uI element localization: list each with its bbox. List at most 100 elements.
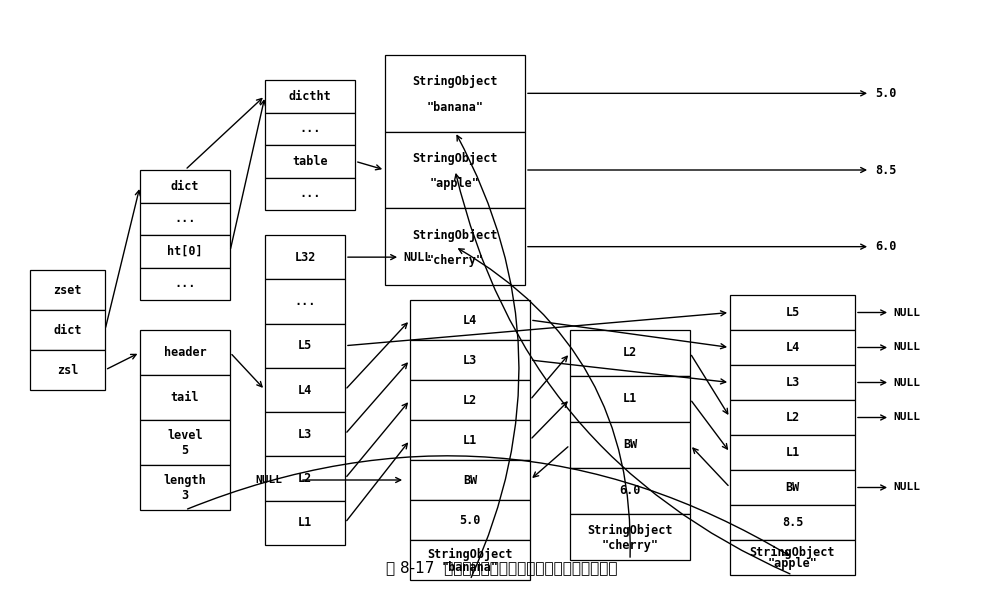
- Bar: [570, 376, 689, 422]
- Text: L1: L1: [622, 393, 637, 405]
- Bar: [409, 500, 530, 540]
- Text: zset: zset: [53, 284, 81, 296]
- Bar: [139, 203, 230, 235]
- Text: NULL: NULL: [892, 308, 919, 318]
- Bar: [729, 470, 855, 505]
- Bar: [265, 113, 355, 145]
- Text: dict: dict: [53, 324, 81, 337]
- Text: ...: ...: [299, 187, 320, 200]
- Text: StringObject: StringObject: [427, 548, 513, 561]
- Bar: [139, 375, 230, 420]
- Bar: [570, 330, 689, 376]
- Bar: [570, 514, 689, 560]
- Text: StringObject: StringObject: [587, 523, 672, 536]
- Bar: [139, 235, 230, 268]
- Text: L2: L2: [784, 411, 798, 424]
- Text: ...: ...: [294, 295, 315, 308]
- Bar: [139, 268, 230, 300]
- Text: 6.0: 6.0: [619, 485, 640, 498]
- Text: ht[0]: ht[0]: [168, 245, 203, 257]
- Text: L4: L4: [784, 341, 798, 354]
- Text: ...: ...: [299, 122, 320, 135]
- Bar: [265, 412, 345, 457]
- Bar: [409, 540, 530, 580]
- Bar: [265, 368, 345, 412]
- Text: NULL: NULL: [892, 412, 919, 423]
- Text: L4: L4: [298, 383, 312, 396]
- Text: NULL: NULL: [892, 377, 919, 387]
- Bar: [265, 280, 345, 324]
- Text: "cherry": "cherry": [426, 254, 483, 267]
- Text: "cherry": "cherry": [601, 539, 658, 552]
- Bar: [139, 170, 230, 203]
- Bar: [729, 365, 855, 400]
- Bar: [265, 178, 355, 210]
- Text: L5: L5: [298, 339, 312, 352]
- Text: "banana": "banana": [441, 561, 498, 574]
- Text: "apple": "apple": [767, 557, 816, 570]
- Text: L2: L2: [298, 472, 312, 485]
- Bar: [265, 457, 345, 501]
- Text: 8.5: 8.5: [781, 516, 802, 529]
- Text: length: length: [163, 474, 207, 488]
- Text: 3: 3: [182, 489, 189, 502]
- Text: 5.0: 5.0: [875, 87, 896, 100]
- Text: ...: ...: [175, 277, 196, 290]
- Text: BW: BW: [622, 439, 637, 452]
- Text: L1: L1: [462, 433, 476, 446]
- Text: L3: L3: [784, 376, 798, 389]
- Bar: [265, 501, 345, 545]
- Text: 图 8-17  有序集合元素同时被保存在字典和跳跃表中: 图 8-17 有序集合元素同时被保存在字典和跳跃表中: [386, 560, 617, 576]
- Bar: [384, 55, 525, 132]
- Text: ...: ...: [175, 212, 196, 225]
- Text: level: level: [168, 429, 203, 442]
- Text: L1: L1: [298, 516, 312, 529]
- Bar: [570, 468, 689, 514]
- Text: dictht: dictht: [288, 90, 331, 103]
- Bar: [729, 295, 855, 330]
- Bar: [30, 350, 105, 390]
- Bar: [409, 340, 530, 380]
- Text: 6.0: 6.0: [875, 240, 896, 253]
- Bar: [729, 505, 855, 540]
- Bar: [409, 420, 530, 460]
- Text: NULL: NULL: [402, 251, 431, 263]
- Text: NULL: NULL: [255, 475, 282, 485]
- Text: tail: tail: [171, 391, 199, 404]
- Text: L2: L2: [622, 346, 637, 359]
- Bar: [265, 145, 355, 178]
- Text: BW: BW: [784, 481, 798, 494]
- Text: L1: L1: [784, 446, 798, 459]
- Text: dict: dict: [171, 180, 199, 193]
- Text: 5: 5: [182, 444, 189, 457]
- Bar: [139, 330, 230, 375]
- Text: StringObject: StringObject: [412, 75, 497, 88]
- Text: 5.0: 5.0: [458, 514, 480, 526]
- Bar: [729, 540, 855, 575]
- Text: L4: L4: [462, 313, 476, 327]
- Bar: [265, 235, 345, 280]
- Bar: [409, 300, 530, 340]
- Bar: [570, 422, 689, 468]
- Text: zsl: zsl: [57, 364, 78, 377]
- Text: "apple": "apple": [429, 177, 479, 190]
- Bar: [729, 330, 855, 365]
- Text: header: header: [163, 346, 207, 359]
- Text: "banana": "banana": [426, 101, 483, 114]
- Text: table: table: [292, 155, 328, 167]
- Bar: [265, 324, 345, 368]
- Bar: [729, 435, 855, 470]
- Bar: [139, 465, 230, 510]
- Bar: [729, 400, 855, 435]
- Bar: [409, 380, 530, 420]
- Bar: [30, 270, 105, 310]
- Bar: [265, 80, 355, 113]
- Text: StringObject: StringObject: [412, 229, 497, 242]
- Text: StringObject: StringObject: [749, 546, 834, 559]
- Bar: [409, 460, 530, 500]
- Text: L3: L3: [462, 353, 476, 367]
- Text: L32: L32: [294, 251, 315, 263]
- Text: 8.5: 8.5: [875, 163, 896, 176]
- Bar: [384, 132, 525, 209]
- Text: StringObject: StringObject: [412, 152, 497, 165]
